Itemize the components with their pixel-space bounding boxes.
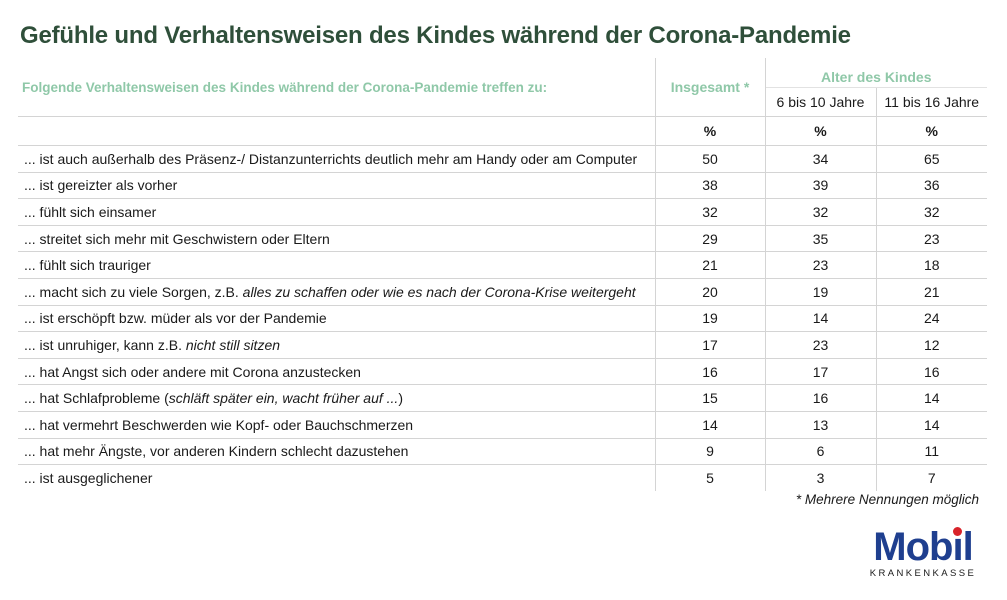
row-total: 15: [654, 384, 765, 412]
row-total: 20: [654, 277, 765, 306]
table-row: ... ist unruhiger, kann z.B. nicht still…: [18, 331, 988, 359]
row-label: ... fühlt sich einsamer: [18, 198, 655, 226]
logo-wordmark: Mobı l: [865, 525, 981, 569]
row-age-11-16: 18: [875, 251, 988, 279]
row-age-6-10: 19: [764, 277, 876, 306]
row-label: ... macht sich zu viele Sorgen, z.B. all…: [18, 277, 655, 306]
row-label: ... streitet sich mehr mit Geschwistern …: [18, 224, 655, 252]
row-age-6-10: 16: [764, 384, 876, 412]
row-total: 50: [654, 145, 765, 173]
row-age-6-10: 32: [764, 198, 876, 226]
unit-age-6-10: %: [764, 116, 876, 146]
row-label: ... ist gereizter als vorher: [18, 171, 655, 199]
table-row: ... ist gereizter als vorher 38 39 36: [18, 171, 988, 199]
row-age-11-16: 7: [875, 464, 988, 491]
unit-total: %: [654, 116, 765, 146]
logo-word-part1: Mob: [873, 525, 953, 569]
logo-letter-i: ı: [952, 525, 964, 569]
row-age-11-16: 23: [875, 224, 988, 252]
table-row: ... fühlt sich trauriger 21 23 18: [18, 251, 988, 279]
header-age-11-16: 11 bis 16 Jahre: [875, 87, 988, 117]
row-age-6-10: 13: [764, 410, 876, 439]
row-age-11-16: 16: [875, 357, 988, 385]
row-age-6-10: 39: [764, 171, 876, 199]
row-total: 38: [654, 171, 765, 199]
logo-word-part2: l: [962, 525, 974, 569]
row-label: ... ist auch außerhalb des Präsenz-/ Dis…: [18, 145, 655, 173]
row-age-11-16: 32: [875, 198, 988, 226]
row-total: 21: [654, 251, 765, 279]
table-row: ... fühlt sich einsamer 32 32 32: [18, 198, 988, 226]
header-main: Folgende Verhaltensweisen des Kindes wäh…: [22, 79, 548, 95]
table-body: ... ist auch außerhalb des Präsenz-/ Dis…: [18, 145, 988, 491]
row-total: 9: [654, 437, 765, 465]
row-label: ... hat Schlafprobleme (schläft später e…: [18, 384, 655, 412]
header-age-6-10: 6 bis 10 Jahre: [764, 87, 876, 117]
row-total: 16: [654, 357, 765, 385]
row-age-11-16: 12: [875, 331, 988, 359]
row-age-6-10: 23: [764, 331, 876, 359]
page-title: Gefühle und Verhaltensweisen des Kindes …: [20, 22, 851, 49]
logo-subtitle: KRANKENKASSE: [869, 568, 977, 579]
header-total: Insgesamt *: [654, 58, 765, 117]
row-total: 5: [654, 464, 765, 491]
table-row: ... hat vermehrt Beschwerden wie Kopf- o…: [18, 410, 988, 439]
header-age-group: Alter des Kindes: [764, 58, 988, 88]
table-row: ... ist auch außerhalb des Präsenz-/ Dis…: [18, 145, 988, 173]
row-age-6-10: 3: [764, 464, 876, 491]
table-row: ... ist ausgeglichener 5 3 7: [18, 464, 988, 491]
row-age-6-10: 14: [764, 304, 876, 332]
row-total: 29: [654, 224, 765, 252]
row-age-11-16: 36: [875, 171, 988, 199]
row-label: ... hat mehr Ängste, vor anderen Kindern…: [18, 437, 655, 465]
row-label: ... hat Angst sich oder andere mit Coron…: [18, 357, 655, 385]
row-label: ... ist ausgeglichener: [18, 464, 655, 491]
logo-red-dot: [953, 527, 963, 536]
row-age-6-10: 35: [764, 224, 876, 252]
table-row: ... hat mehr Ängste, vor anderen Kindern…: [18, 437, 988, 465]
row-age-11-16: 14: [875, 384, 988, 412]
unit-spacer: [18, 116, 655, 146]
table-row: ... ist erschöpft bzw. müder als vor der…: [18, 304, 988, 332]
row-label: ... ist erschöpft bzw. müder als vor der…: [18, 304, 655, 332]
row-total: 19: [654, 304, 765, 332]
row-label: ... ist unruhiger, kann z.B. nicht still…: [18, 331, 655, 359]
row-total: 17: [654, 331, 765, 359]
table-row: ... hat Angst sich oder andere mit Coron…: [18, 357, 988, 385]
footnote: * Mehrere Nennungen möglich: [795, 492, 979, 507]
row-age-6-10: 23: [764, 251, 876, 279]
row-age-11-16: 21: [875, 277, 988, 306]
row-total: 32: [654, 198, 765, 226]
row-age-11-16: 11: [875, 437, 988, 465]
row-total: 14: [654, 410, 765, 439]
row-age-6-10: 34: [764, 145, 876, 173]
table-row: ... hat Schlafprobleme (schläft später e…: [18, 384, 988, 412]
unit-age-11-16: %: [875, 116, 988, 146]
table-row: ... macht sich zu viele Sorgen, z.B. all…: [18, 277, 988, 306]
row-age-6-10: 6: [764, 437, 876, 465]
results-table: Folgende Verhaltensweisen des Kindes wäh…: [18, 58, 988, 491]
table-row: ... streitet sich mehr mit Geschwistern …: [18, 224, 988, 252]
row-age-11-16: 24: [875, 304, 988, 332]
row-label: ... fühlt sich trauriger: [18, 251, 655, 279]
row-label: ... hat vermehrt Beschwerden wie Kopf- o…: [18, 410, 655, 439]
mobil-krankenkasse-logo: Mobı l KRANKENKASSE: [865, 525, 981, 579]
row-age-11-16: 65: [875, 145, 988, 173]
row-age-11-16: 14: [875, 410, 988, 439]
row-age-6-10: 17: [764, 357, 876, 385]
